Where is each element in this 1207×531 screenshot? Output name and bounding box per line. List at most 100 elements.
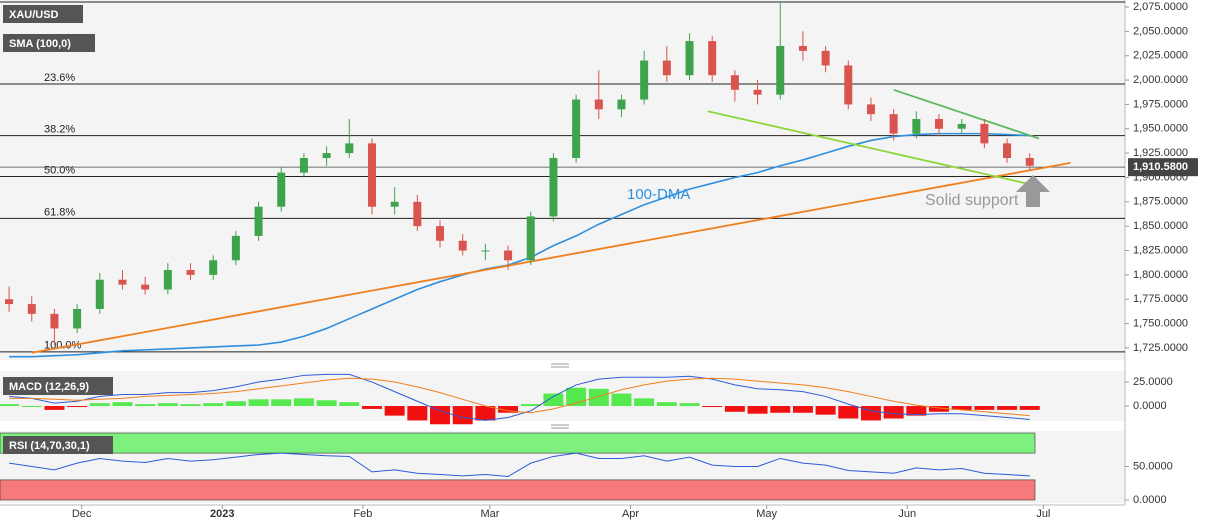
y-tick-label: 0.0000 — [1133, 400, 1167, 412]
macd-histogram-bar — [929, 406, 950, 412]
candle-body — [912, 119, 921, 134]
macd-histogram-bar — [543, 393, 564, 407]
candle-body — [27, 304, 36, 314]
candle-body — [95, 279, 104, 309]
macd-histogram-bar — [498, 406, 519, 413]
y-tick-label: 25.0000 — [1133, 376, 1173, 388]
candle-body — [594, 99, 603, 110]
y-tick-label: 2,075.0000 — [1133, 1, 1188, 13]
candle-body — [231, 235, 240, 261]
candle-body — [186, 270, 195, 275]
candle-body — [889, 114, 898, 134]
trendline — [31, 161, 1071, 354]
macd-histogram-bar — [21, 406, 42, 408]
macd-histogram-bar — [951, 406, 972, 410]
trendline — [707, 110, 1044, 189]
macd-histogram-bar — [384, 406, 405, 416]
macd-histogram-bar — [702, 406, 723, 408]
candle-body — [50, 313, 59, 329]
candle-body — [866, 104, 875, 115]
macd-histogram-bar — [747, 406, 768, 414]
macd-histogram-bar — [634, 398, 655, 407]
candle-body — [935, 119, 944, 129]
macd-histogram-bar — [248, 399, 269, 407]
candle-body — [5, 299, 14, 305]
y-tick-label: 1,975.0000 — [1133, 98, 1188, 110]
candle-body — [436, 226, 445, 241]
macd-histogram-bar — [792, 406, 813, 413]
macd-histogram-bar — [361, 406, 382, 409]
macd-histogram-bar — [44, 406, 65, 410]
macd-histogram-bar — [611, 393, 632, 407]
macd-histogram-bar — [724, 406, 745, 412]
candle-body — [413, 201, 422, 227]
y-tick-label: 2,050.0000 — [1133, 25, 1188, 37]
panel-grip — [551, 363, 569, 429]
fib-label: 61.8% — [44, 206, 75, 218]
macd-histogram-bar — [407, 406, 428, 421]
macd-histogram-bar — [67, 406, 88, 408]
candle-body — [1003, 143, 1012, 158]
macd-histogram-bar — [520, 404, 541, 407]
candle-body — [481, 250, 490, 252]
candle-body — [458, 240, 467, 251]
x-tick-label: Feb — [353, 508, 372, 520]
candle-body — [844, 65, 853, 105]
y-tick-label: 1,850.0000 — [1133, 220, 1188, 232]
macd-line — [9, 373, 1030, 421]
candle-body — [141, 284, 150, 290]
fib-label: 23.6% — [44, 72, 75, 84]
y-tick-label: 2,000.0000 — [1133, 74, 1188, 86]
candle-body — [163, 270, 172, 290]
y-tick-label: 0.0000 — [1133, 494, 1167, 506]
panel-label-box — [3, 436, 113, 454]
macd-histogram-bar — [588, 388, 609, 407]
x-tick-label: 2023 — [210, 508, 234, 520]
candle-body — [118, 279, 127, 285]
y-tick-label: 1,750.0000 — [1133, 317, 1188, 329]
y-tick-label: 1,775.0000 — [1133, 293, 1188, 305]
candle-body — [730, 75, 739, 90]
x-tick-label: Jun — [898, 508, 916, 520]
candle-body — [390, 201, 399, 207]
candle-body — [254, 206, 263, 236]
macd-histogram-bar — [770, 406, 791, 413]
panel-label: XAU/USD — [9, 9, 59, 21]
macd-histogram-bar — [860, 406, 881, 421]
candle-body — [526, 216, 535, 261]
macd-histogram-bar — [838, 406, 859, 419]
macd-histogram-bar — [906, 406, 927, 416]
macd-histogram-bar — [1019, 406, 1040, 410]
candle-body — [640, 60, 649, 100]
macd-histogram-bar — [271, 399, 292, 407]
y-tick-label: 50.0000 — [1133, 460, 1173, 472]
candle-body — [798, 45, 807, 51]
price-panel — [0, 0, 1125, 360]
candle-body — [821, 50, 830, 66]
candle-body — [345, 143, 354, 154]
macd-histogram-bar — [112, 402, 133, 407]
macd-histogram-bar — [316, 400, 337, 407]
candle-body — [549, 157, 558, 217]
candle-body — [367, 143, 376, 207]
candle-body — [1025, 157, 1034, 166]
x-tick-label: Mar — [480, 508, 499, 520]
y-tick-label: 1,725.0000 — [1133, 342, 1188, 354]
y-tick-label: 1,875.0000 — [1133, 196, 1188, 208]
macd-histogram-bar — [89, 403, 110, 407]
candle-body — [572, 99, 581, 158]
candle-body — [662, 60, 671, 76]
macd-histogram-bar — [656, 402, 677, 407]
candle-body — [980, 123, 989, 144]
trendline — [893, 88, 1040, 140]
macd-histogram-bar — [430, 406, 451, 425]
signal-line — [9, 377, 1030, 417]
panel-label: RSI (14,70,30,1) — [9, 440, 90, 452]
candle-body — [708, 41, 717, 76]
rsi-lower-band — [0, 479, 1036, 501]
candle-body — [957, 123, 966, 129]
y-tick-label: 2,025.0000 — [1133, 50, 1188, 62]
panel-label-box — [3, 34, 95, 52]
